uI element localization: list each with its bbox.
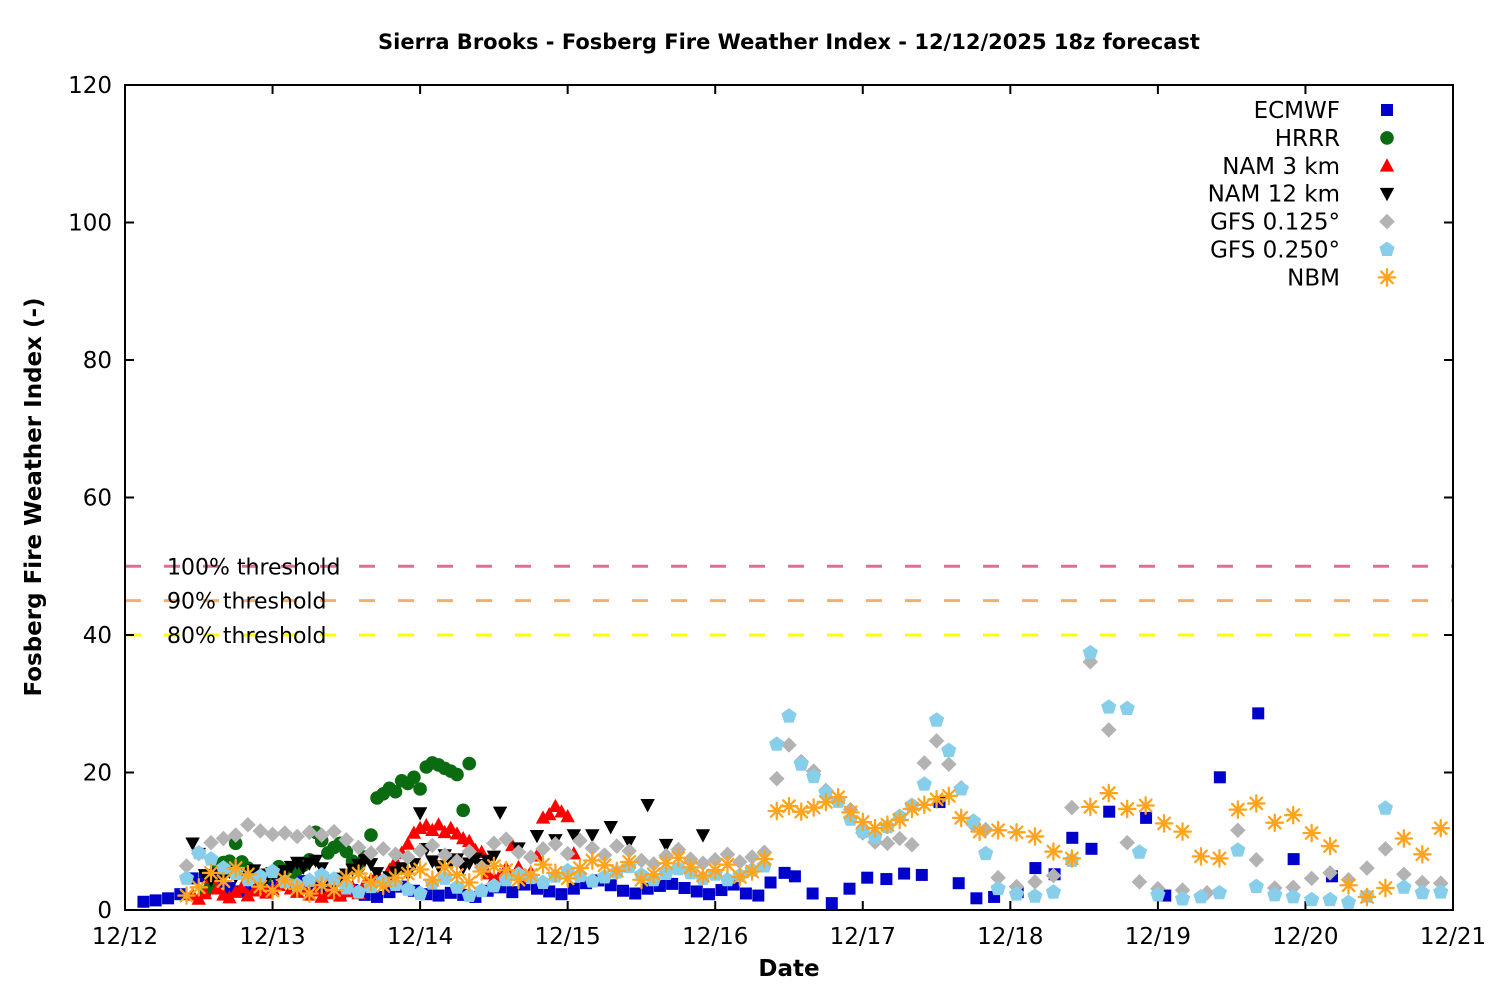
y-tick-label: 80 — [83, 348, 112, 374]
threshold-label: 100% threshold — [167, 555, 341, 580]
legend-label-gfs-0.250°: GFS 0.250° — [1210, 238, 1340, 264]
x-tick-label: 12/12 — [92, 924, 158, 950]
threshold-label: 90% threshold — [167, 590, 327, 615]
y-tick-label: 40 — [83, 623, 112, 649]
legend-label-gfs-0.125°: GFS 0.125° — [1210, 210, 1340, 236]
x-axis-label: Date — [758, 956, 820, 982]
x-tick-label: 12/14 — [387, 924, 453, 950]
y-tick-label: 100 — [68, 211, 112, 237]
x-tick-label: 12/16 — [682, 924, 748, 950]
y-tick-label: 120 — [68, 73, 112, 99]
axes-frame: 12/12 12/13 12/14 12/15 12/16 12/17 12/18 12/19… — [68, 73, 1486, 950]
legend-label-ecmwf: ECMWF — [1254, 98, 1340, 124]
y-tick-label: 0 — [97, 898, 112, 924]
chart-title: Sierra Brooks - Fosberg Fire Weather Ind… — [378, 30, 1200, 54]
x-tick-label: 12/17 — [830, 924, 896, 950]
x-tick-label: 12/18 — [977, 924, 1043, 950]
legend-label-nbm: NBM — [1287, 265, 1340, 291]
x-tick-label: 12/19 — [1125, 924, 1191, 950]
y-tick-label: 60 — [83, 486, 112, 512]
x-tick-label: 12/13 — [239, 924, 305, 950]
x-tick-label: 12/21 — [1420, 924, 1486, 950]
series-gfs-0.250° — [178, 644, 1449, 909]
y-tick-label: 20 — [83, 761, 112, 787]
legend-label-nam-12-km: NAM 12 km — [1208, 182, 1340, 208]
x-tick-label: 12/20 — [1272, 924, 1338, 950]
series-nbm — [177, 783, 1451, 907]
legend-label-nam-3-km: NAM 3 km — [1222, 154, 1340, 180]
x-tick-label: 12/15 — [535, 924, 601, 950]
threshold-label: 80% threshold — [167, 624, 327, 649]
legend-label-hrrr: HRRR — [1275, 126, 1340, 152]
